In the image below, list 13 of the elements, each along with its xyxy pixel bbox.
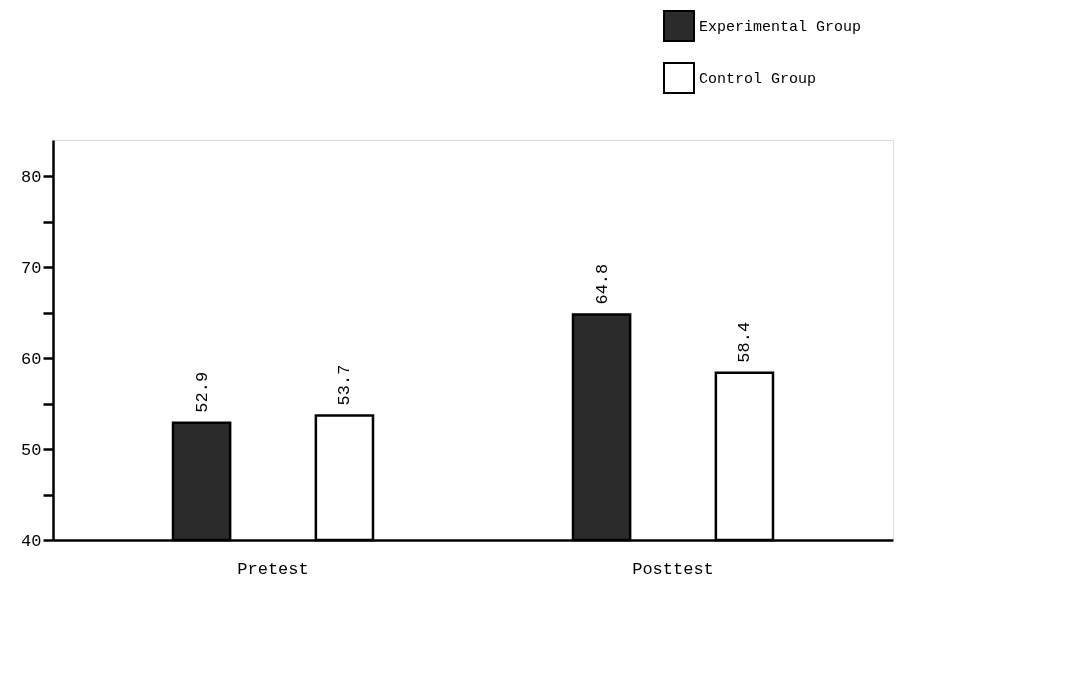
- data-label: 64.8: [592, 263, 612, 305]
- legend-label: Experimental Group: [699, 19, 862, 36]
- y-tick-label: 40: [21, 531, 42, 551]
- y-tick-label: 80: [21, 167, 42, 187]
- x-tick-label: Posttest: [632, 559, 714, 579]
- legend-label: Control Group: [699, 71, 817, 88]
- y-tick-label: 50: [21, 440, 42, 460]
- data-label: 53.7: [335, 364, 355, 406]
- data-label: 58.4: [735, 321, 755, 363]
- y-tick-label: 60: [21, 349, 42, 369]
- y-tick-label: 70: [21, 258, 42, 278]
- data-label: 52.9: [192, 371, 212, 413]
- x-tick-label: Pretest: [237, 559, 309, 579]
